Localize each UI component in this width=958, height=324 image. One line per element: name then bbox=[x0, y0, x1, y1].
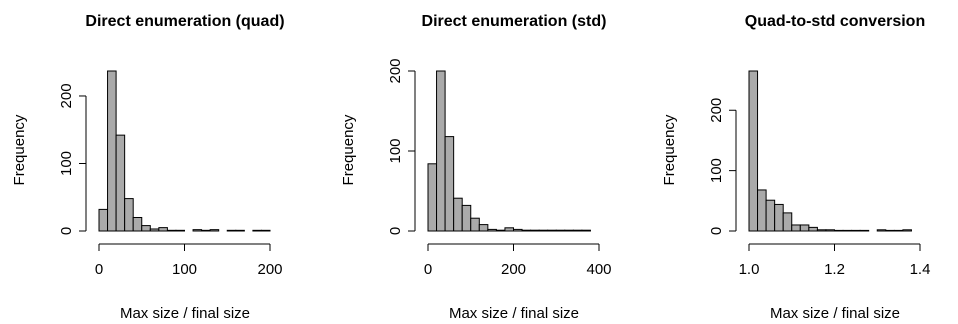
bar bbox=[226, 229, 237, 232]
bar bbox=[495, 229, 506, 232]
bar bbox=[757, 189, 767, 232]
bar bbox=[461, 204, 472, 232]
bar bbox=[808, 226, 818, 232]
y-tick-label: 0 bbox=[387, 227, 404, 235]
bar bbox=[513, 228, 523, 232]
bar bbox=[192, 229, 203, 232]
bar bbox=[538, 229, 549, 232]
y-tick-label: 200 bbox=[387, 58, 404, 83]
x-tick-label: 1.2 bbox=[824, 261, 845, 278]
y-tick-label: 100 bbox=[387, 138, 404, 163]
bar bbox=[124, 198, 134, 232]
bar bbox=[816, 229, 827, 232]
bar bbox=[774, 203, 784, 232]
bar bbox=[201, 229, 211, 232]
x-tick-label: 0 bbox=[95, 261, 103, 278]
bar bbox=[98, 208, 109, 232]
bar bbox=[453, 197, 463, 232]
x-tick-label: 100 bbox=[172, 261, 197, 278]
y-axis-label: Frequency bbox=[661, 114, 678, 185]
bar bbox=[791, 224, 801, 232]
bar bbox=[487, 228, 497, 232]
bar bbox=[572, 229, 583, 232]
bar bbox=[825, 229, 836, 232]
bar bbox=[834, 229, 844, 232]
bar bbox=[436, 70, 446, 232]
y-tick-label: 0 bbox=[708, 227, 725, 235]
bar bbox=[427, 163, 438, 232]
bar bbox=[564, 229, 574, 232]
bar bbox=[748, 70, 759, 232]
x-tick-label: 400 bbox=[586, 261, 611, 278]
bar bbox=[235, 229, 245, 232]
bar bbox=[470, 217, 480, 232]
bar bbox=[581, 229, 591, 232]
y-tick-label: 100 bbox=[708, 158, 725, 183]
y-tick-label: 200 bbox=[708, 98, 725, 123]
bar bbox=[158, 227, 168, 232]
bar bbox=[209, 229, 220, 232]
chart-title: Quad-to-std conversion bbox=[745, 13, 925, 30]
bar bbox=[842, 229, 853, 232]
y-axis-label: Frequency bbox=[340, 114, 357, 185]
bar bbox=[166, 229, 177, 232]
bar bbox=[893, 229, 904, 232]
bar bbox=[530, 229, 540, 232]
chart-title: Direct enumeration (std) bbox=[422, 13, 607, 30]
bar bbox=[444, 136, 455, 232]
bar bbox=[260, 229, 271, 232]
bar bbox=[504, 227, 515, 232]
bar bbox=[799, 224, 810, 232]
y-tick-label: 0 bbox=[58, 227, 75, 235]
bar bbox=[115, 134, 126, 232]
bar bbox=[876, 229, 887, 232]
x-axis-label: Max size / final size bbox=[120, 305, 250, 322]
y-tick-label: 100 bbox=[58, 151, 75, 176]
x-axis-label: Max size / final size bbox=[449, 305, 579, 322]
x-tick-label: 0 bbox=[424, 261, 432, 278]
bar bbox=[555, 229, 566, 232]
bar bbox=[252, 229, 262, 232]
bar bbox=[859, 229, 870, 232]
bar bbox=[141, 225, 151, 232]
bar bbox=[478, 224, 489, 232]
bar bbox=[782, 212, 793, 232]
x-tick-label: 200 bbox=[501, 261, 526, 278]
bar bbox=[851, 229, 861, 232]
bar bbox=[521, 229, 532, 232]
y-axis-label: Frequency bbox=[11, 114, 28, 185]
x-tick-label: 200 bbox=[257, 261, 282, 278]
x-axis-label: Max size / final size bbox=[770, 305, 900, 322]
bar bbox=[107, 70, 117, 232]
bar bbox=[902, 229, 912, 232]
bar bbox=[765, 199, 776, 232]
bar bbox=[149, 228, 160, 232]
chart-title: Direct enumeration (quad) bbox=[85, 13, 284, 30]
x-tick-label: 1.4 bbox=[910, 261, 931, 278]
x-tick-label: 1.0 bbox=[739, 261, 760, 278]
bar bbox=[175, 229, 185, 232]
bar bbox=[132, 216, 143, 232]
bar bbox=[547, 229, 557, 232]
bar bbox=[885, 229, 895, 232]
y-tick-label: 200 bbox=[58, 83, 75, 108]
